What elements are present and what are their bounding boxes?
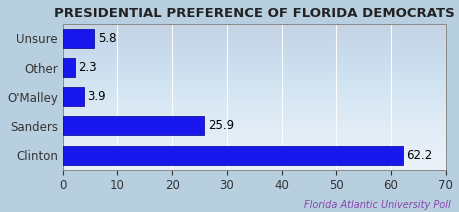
Bar	[62, 29, 94, 48]
Bar	[62, 87, 84, 106]
Bar	[62, 146, 402, 165]
Text: 3.9: 3.9	[87, 90, 106, 103]
Title: PRESIDENTIAL PREFERENCE OF FLORIDA DEMOCRATS: PRESIDENTIAL PREFERENCE OF FLORIDA DEMOC…	[54, 7, 453, 20]
Text: 62.2: 62.2	[405, 149, 431, 162]
Text: Florida Atlantic University Poll: Florida Atlantic University Poll	[303, 200, 450, 210]
Text: 25.9: 25.9	[207, 119, 233, 132]
Text: 5.8: 5.8	[97, 32, 116, 45]
Text: 2.3: 2.3	[78, 61, 97, 74]
Bar	[62, 58, 75, 77]
Bar	[62, 116, 204, 135]
